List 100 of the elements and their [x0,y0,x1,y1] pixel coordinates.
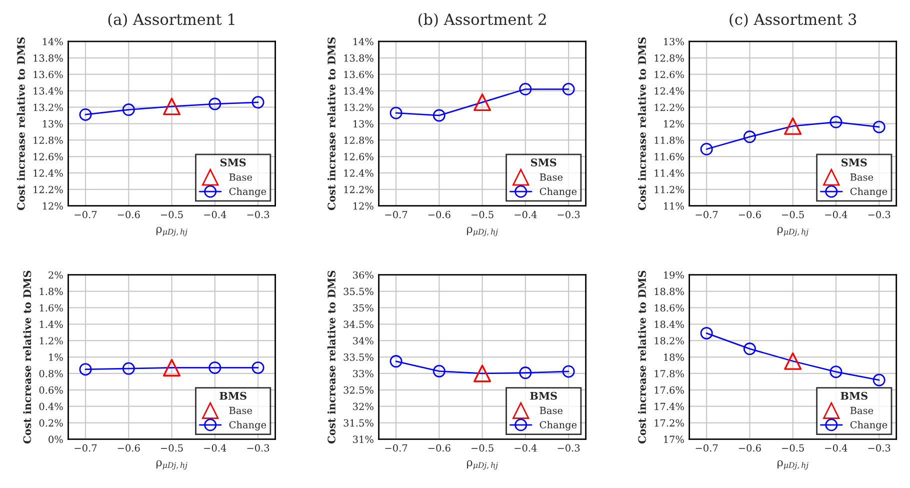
x-tick-label: −0.6 [118,444,140,452]
y-tick-label: 1.4% [40,320,63,328]
y-tick-label: 1.2% [40,337,63,344]
y-tick-label: 17% [664,436,684,444]
x-tick-label: −0.5 [782,210,804,218]
y-tick-label: 0% [48,436,63,444]
y-tick-label: 11.6% [654,153,684,160]
y-tick-label: 12.2% [344,186,374,194]
y-tick-label: 13.4% [34,87,63,95]
legend-label: Base [540,406,563,414]
legend-label: Change [850,420,888,430]
y-tick-label: 11.2% [654,186,684,194]
y-tick-label: 0.6% [39,386,63,394]
y-tick-label: 18.8% [654,288,684,296]
y-tick-label: 34.5% [344,320,374,328]
y-tick-label: 12.8% [344,136,374,144]
x-tick-label: −0.5 [782,444,804,452]
y-tick-label: 12.6% [34,153,63,160]
point [784,117,802,135]
y-tick-label: 0.2% [39,419,63,427]
y-tick-label: 11.4% [654,169,684,177]
x-tick-label: −0.3 [247,210,270,218]
x-tick-label: −0.4 [204,444,226,452]
legend-label: Change [540,188,577,198]
point [700,326,713,340]
x-axis-title: ρ$_{μDj,hj}$ [778,460,808,470]
point [743,130,756,144]
y-axis-title: Cost increase relative to DMS [327,270,336,444]
y-tick-label: 11.8% [654,136,684,144]
y-tick-label: 35.5% [344,288,374,296]
y-tick-label: 13.8% [34,54,63,62]
y-tick-label: 12.4% [654,87,684,95]
y-tick-label: 13% [354,120,374,128]
x-axis-title: ρ$_{μDj,hj}$ [467,226,498,236]
point [79,108,92,121]
x-tick-label: −0.3 [247,444,270,452]
point [562,82,575,96]
legend-title: SMS [842,158,867,166]
y-tick-label: 13.6% [344,70,374,78]
legend-title: BMS [220,392,246,400]
y-tick-label: 12.2% [34,186,63,194]
y-tick-label: 13.4% [344,87,374,95]
legend-title: SMS [531,158,556,166]
x-tick-label: −0.7 [385,210,408,218]
point [784,352,802,370]
y-tick-label: 14% [42,38,63,46]
y-axis-title: Cost increase relative to DMS [638,270,646,444]
y-tick-label: 11% [664,202,684,210]
point [872,120,886,134]
x-tick-label: −0.3 [558,210,580,218]
y-axis-title: Cost increase relative to DMS [638,37,646,210]
legend-label: Change [229,420,266,430]
x-tick-label: −0.4 [825,210,848,218]
point [562,365,575,378]
y-tick-label: 31% [353,436,374,444]
y-tick-label: 12.2% [654,104,684,112]
x-tick-label: −0.3 [558,444,580,452]
x-tick-label: −0.4 [514,210,537,218]
point [390,355,402,368]
x-tick-label: −0.7 [74,210,97,218]
y-tick-label: 1.8% [40,288,63,296]
legend-label: Base [229,406,252,414]
legend-label: Base [850,406,874,414]
x-tick-label: −0.5 [472,210,494,218]
point [474,364,492,382]
y-tick-label: 13% [42,120,63,128]
y-tick-label: 17.2% [654,419,684,427]
y-tick-label: 36% [353,271,374,279]
y-axis-title: Cost increase relative to DMS [16,37,25,210]
x-tick-label: −0.3 [868,210,890,218]
y-tick-label: 13.6% [34,70,63,78]
y-tick-label: 18.4% [654,320,684,328]
y-tick-label: 0.4% [39,402,63,410]
point [700,142,713,156]
y-tick-label: 0.8% [39,370,63,378]
point [432,109,446,122]
y-tick-label: 32% [353,402,374,410]
x-tick-label: −0.6 [428,444,450,452]
y-tick-label: 12.6% [344,153,374,160]
y-tick-label: 31.5% [344,419,374,427]
y-tick-label: 32.5% [344,386,374,394]
y-tick-label: 13.8% [344,54,374,62]
y-axis-title: Cost increase relative to DMS [23,270,32,444]
y-tick-label: 12% [42,202,63,210]
y-tick-label: 12.4% [34,169,63,177]
y-tick-label: 13.2% [34,104,63,112]
y-tick-label: 18.6% [654,304,684,312]
x-tick-label: −0.3 [868,444,890,452]
point [519,82,532,96]
x-tick-label: −0.4 [825,444,848,452]
point [743,342,756,356]
point [252,96,264,109]
y-tick-label: 12% [354,202,374,210]
point [474,94,492,112]
y-tick-label: 17.8% [654,370,684,378]
x-tick-label: −0.7 [696,444,718,452]
y-tick-label: 19% [664,271,684,279]
y-tick-label: 17.4% [654,402,684,410]
y-tick-label: 18.2% [654,337,684,344]
x-tick-label: −0.7 [696,210,718,218]
